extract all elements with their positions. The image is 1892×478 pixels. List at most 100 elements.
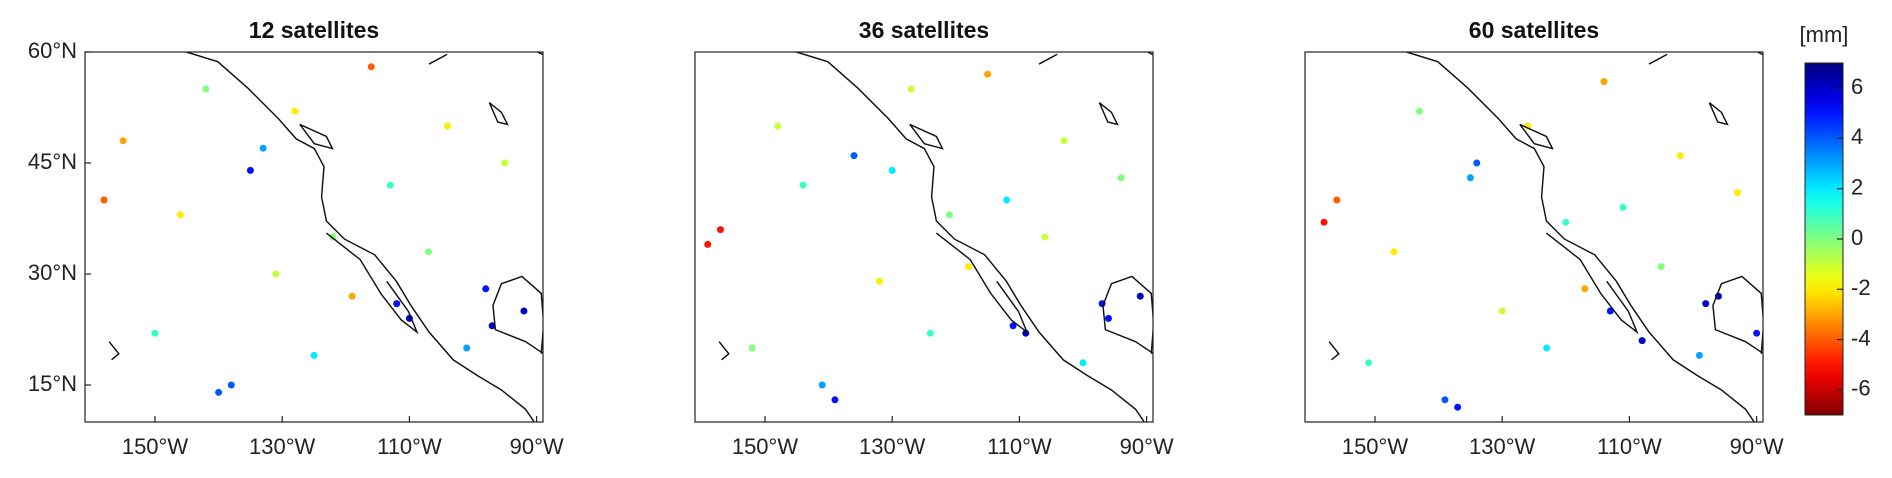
point — [774, 122, 782, 130]
point — [1676, 152, 1684, 160]
colorbar-tick-label: 0 — [1851, 225, 1863, 250]
point — [310, 351, 318, 359]
point — [151, 329, 159, 337]
plot-area — [100, 52, 543, 422]
point — [716, 226, 724, 234]
coastline — [108, 52, 543, 422]
point — [386, 181, 394, 189]
point — [1657, 263, 1665, 271]
point — [119, 137, 127, 145]
point — [1003, 196, 1011, 204]
point — [329, 233, 337, 241]
point — [850, 152, 858, 160]
plot-area — [704, 52, 1153, 422]
coastline — [718, 52, 1153, 422]
point — [1543, 344, 1551, 352]
point — [831, 396, 839, 404]
point — [176, 211, 184, 219]
point — [463, 344, 471, 352]
panel-title: 36 satellites — [859, 17, 989, 43]
x-tick-label: 90°W — [1730, 434, 1784, 459]
map-panel: 36 satellites 150°W 130°W 110°W 90°W — [694, 17, 1174, 459]
x-tick-label: 110°W — [987, 434, 1052, 459]
colorbar-tick-label: 2 — [1851, 175, 1863, 200]
map-panel: 60 satellites 150°W 130°W 110°W 90°W — [1304, 17, 1784, 459]
point — [1466, 174, 1474, 182]
point — [202, 85, 210, 93]
point — [1136, 292, 1144, 300]
point — [1441, 396, 1449, 404]
coastline — [1328, 52, 1763, 422]
point — [1320, 218, 1328, 226]
point — [227, 381, 235, 389]
point — [348, 292, 356, 300]
point — [1498, 307, 1506, 315]
point — [291, 107, 299, 115]
point — [482, 285, 490, 293]
x-tick-label: 110°W — [1597, 434, 1662, 459]
point — [1117, 174, 1125, 182]
point — [1390, 248, 1398, 256]
panel-title: 12 satellites — [249, 17, 379, 43]
panel-title: 60 satellites — [1469, 17, 1599, 43]
colorbar — [1804, 62, 1844, 416]
point — [1454, 403, 1462, 411]
point — [1022, 329, 1030, 337]
point — [215, 388, 223, 396]
x-tick-label: 130°W — [1469, 434, 1536, 459]
colorbar-tick-label: 6 — [1851, 74, 1863, 99]
point — [425, 248, 432, 256]
point — [907, 85, 915, 93]
point — [1009, 322, 1017, 330]
point — [1041, 233, 1049, 241]
x-tick-label: 130°W — [859, 434, 926, 459]
map-panel: 12 satellites 150°W 130°W 110°W 90°W 15°N 30°N… — [28, 17, 564, 459]
colorbar-tick-label: -6 — [1851, 376, 1871, 401]
point — [520, 307, 528, 315]
x-tick-label: 150°W — [732, 434, 799, 459]
point — [1060, 137, 1068, 145]
point — [704, 240, 712, 248]
point — [1581, 285, 1589, 293]
point — [1562, 218, 1570, 226]
y-tick-label: 60°N — [28, 38, 77, 63]
point — [965, 263, 973, 271]
point — [1333, 196, 1341, 204]
point — [1734, 189, 1742, 197]
point — [1753, 329, 1761, 337]
point — [1473, 159, 1481, 167]
y-tick-label: 45°N — [28, 149, 77, 174]
point — [1104, 314, 1112, 322]
point — [272, 270, 280, 278]
point — [1079, 359, 1087, 367]
point — [1365, 359, 1373, 367]
axes-frame — [84, 51, 544, 423]
x-tick-label: 90°W — [510, 434, 564, 459]
point — [100, 196, 108, 204]
axes-frame — [694, 51, 1154, 423]
point — [444, 122, 452, 130]
x-tick-label: 130°W — [249, 434, 316, 459]
x-tick-label: 150°W — [1342, 434, 1409, 459]
colorbar-tick-label: -2 — [1851, 275, 1871, 300]
point — [1600, 78, 1608, 86]
point — [488, 322, 496, 330]
colorbar-tick-label: 4 — [1851, 124, 1863, 149]
plot-area — [1320, 52, 1763, 422]
x-tick-label: 150°W — [122, 434, 189, 459]
point — [1619, 203, 1627, 211]
point — [799, 181, 807, 189]
point — [888, 166, 896, 174]
point — [748, 344, 756, 352]
y-tick-label: 30°N — [28, 260, 77, 285]
colorbar-label: [mm] — [1800, 22, 1849, 47]
colorbar-tick-label: -4 — [1851, 325, 1871, 350]
point — [1702, 300, 1710, 308]
point — [1638, 337, 1646, 345]
point — [875, 277, 883, 285]
point — [393, 300, 401, 308]
x-tick-label: 110°W — [377, 434, 442, 459]
point — [1695, 351, 1703, 359]
point — [984, 70, 992, 78]
